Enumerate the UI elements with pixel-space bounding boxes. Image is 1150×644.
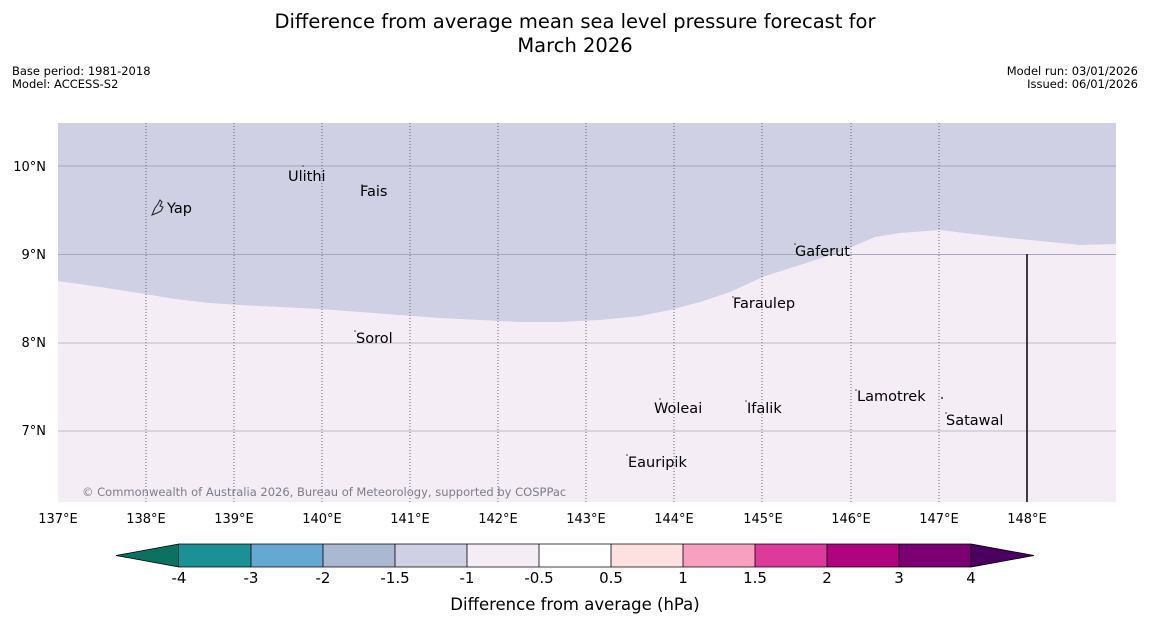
place-label: Satawal <box>946 413 1003 429</box>
colorbar: -4 -3 -2 -1.5 -1 -0.5 0.5 1 1.5 2 3 4 Di… <box>115 543 1035 614</box>
island-dot <box>945 412 947 414</box>
place-label: Ifalik <box>747 401 782 417</box>
colorbar-label: Difference from average (hPa) <box>450 595 699 614</box>
colorbar-tick: 2 <box>822 569 832 587</box>
lat-label: 8°N <box>22 336 47 351</box>
place-label: Fais <box>360 184 387 200</box>
lat-label: 10°N <box>13 160 46 175</box>
island-dot <box>659 398 661 400</box>
lon-label: 138°E <box>126 512 166 527</box>
place-label: Eauripik <box>628 455 687 471</box>
colorbar-arrow-high <box>970 543 1035 568</box>
metadata-right: Model run: 03/01/2026 Issued: 06/01/2026 <box>1007 65 1138 91</box>
title-line-2: March 2026 <box>517 34 633 57</box>
base-period-text: Base period: 1981-2018 <box>12 64 151 78</box>
lat-label: 9°N <box>22 248 47 263</box>
colorbar-segment <box>611 544 683 567</box>
place-label: Sorol <box>356 331 393 347</box>
colorbar-tick: 3 <box>894 569 904 587</box>
lon-label: 141°E <box>390 512 430 527</box>
colorbar-segment <box>827 544 899 567</box>
colorbar-tick: 0.5 <box>599 569 623 587</box>
colorbar-tick: -1 <box>460 569 475 587</box>
map-panel: Ulithi Fais Yap Gaferut Faraulep Sorol L… <box>58 123 1116 502</box>
island-dot <box>626 454 628 456</box>
copyright-text: © Commonwealth of Australia 2026, Bureau… <box>82 485 566 499</box>
title-line-1: Difference from average mean sea level p… <box>274 10 876 33</box>
lon-label: 139°E <box>214 512 254 527</box>
colorbar-tick: 4 <box>966 569 976 587</box>
island-dot <box>794 243 796 245</box>
lon-label: 140°E <box>302 512 342 527</box>
island-dot <box>732 296 734 298</box>
island-dot <box>941 397 943 399</box>
lon-label: 145°E <box>743 512 783 527</box>
island-dot <box>302 165 304 167</box>
colorbar-tick-labels: -4 -3 -2 -1.5 -1 -0.5 0.5 1 1.5 2 3 4 <box>172 569 976 587</box>
colorbar-tick: -0.5 <box>524 569 553 587</box>
colorbar-tick: -4 <box>172 569 187 587</box>
colorbar-arrow-low <box>115 543 180 568</box>
place-label: Faraulep <box>733 296 795 312</box>
place-label: Yap <box>166 201 192 217</box>
lon-label: 144°E <box>654 512 694 527</box>
island-dot <box>745 400 747 402</box>
colorbar-segment <box>899 544 971 567</box>
place-label: Gaferut <box>795 244 850 260</box>
colorbar-tick: -2 <box>316 569 331 587</box>
lon-label: 137°E <box>38 512 78 527</box>
island-dots <box>302 165 947 456</box>
lon-label: 142°E <box>478 512 518 527</box>
colorbar-tick: 1.5 <box>743 569 767 587</box>
colorbar-tick: 1 <box>678 569 688 587</box>
longitude-gridlines <box>145 123 940 502</box>
below-average-region <box>58 123 1116 322</box>
chart-title: Difference from average mean sea level p… <box>0 10 1150 58</box>
colorbar-segment <box>683 544 755 567</box>
issued-text: Issued: 06/01/2026 <box>1027 77 1138 91</box>
model-text: Model: ACCESS-S2 <box>12 77 119 91</box>
colorbar-segment <box>323 544 395 567</box>
metadata-left: Base period: 1981-2018 Model: ACCESS-S2 <box>12 65 151 91</box>
colorbar-segment <box>179 544 251 567</box>
latitude-labels: 10°N 9°N 8°N 7°N <box>13 160 46 439</box>
colorbar-segment <box>251 544 323 567</box>
lon-label: 143°E <box>566 512 606 527</box>
lon-label: 146°E <box>831 512 871 527</box>
place-label: Lamotrek <box>857 389 926 405</box>
colorbar-segment <box>395 544 467 567</box>
place-label: Ulithi <box>288 169 326 185</box>
colorbar-segment <box>755 544 827 567</box>
colorbar-segment <box>539 544 611 567</box>
place-labels: Ulithi Fais Yap Gaferut Faraulep Sorol L… <box>166 169 1003 471</box>
place-label: Woleai <box>654 401 702 417</box>
lat-label: 7°N <box>22 424 47 439</box>
colorbar-tick: -3 <box>244 569 259 587</box>
colorbar-tick: -1.5 <box>380 569 409 587</box>
colorbar-segment <box>467 544 539 567</box>
colorbar-dividers <box>179 543 971 568</box>
island-dot <box>855 389 857 391</box>
yap-island-outline <box>151 199 164 216</box>
island-dot <box>354 330 356 332</box>
longitude-labels: 137°E 138°E 139°E 140°E 141°E 142°E 143°… <box>38 512 1047 527</box>
model-run-text: Model run: 03/01/2026 <box>1006 64 1138 78</box>
lon-label: 147°E <box>919 512 959 527</box>
lon-label: 148°E <box>1007 512 1047 527</box>
island-dot <box>361 184 363 186</box>
